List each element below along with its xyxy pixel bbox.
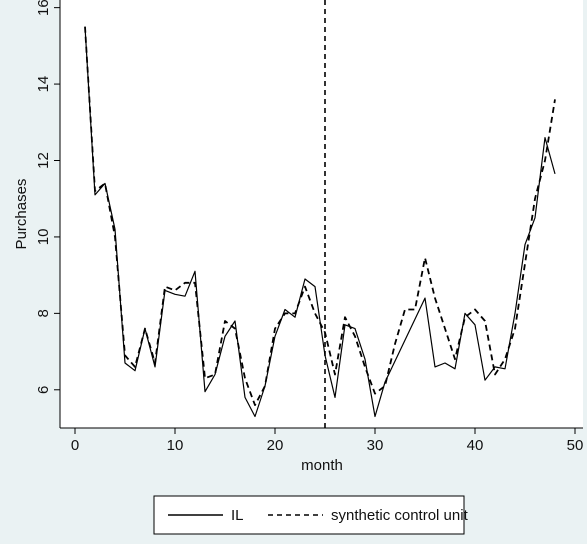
y-tick-label: 10: [35, 229, 52, 246]
legend: IL synthetic control unit: [153, 495, 469, 535]
y-ticks: 6 8 10 12 14 16: [35, 0, 60, 394]
x-tick-label: 20: [267, 437, 284, 454]
x-tick-label: 40: [467, 437, 484, 454]
x-tick-label: 0: [71, 437, 79, 454]
series-layer: [84, 26, 556, 418]
y-tick-label: 12: [35, 152, 52, 169]
series-line-synthetic-control: [84, 26, 556, 406]
plot-area: [60, 0, 583, 428]
x-ticks: 0 10 20 30 40 50: [71, 428, 584, 454]
y-tick-label: 16: [35, 0, 52, 16]
y-tick-label: 8: [35, 309, 52, 317]
y-tick-label: 6: [35, 386, 52, 394]
x-axis-title: month: [301, 457, 343, 474]
y-axis-title: Purchases: [13, 179, 30, 250]
x-tick-label: 30: [367, 437, 384, 454]
y-tick-label: 14: [35, 76, 52, 93]
x-tick-label: 50: [567, 437, 584, 454]
legend-label-il: IL: [231, 507, 244, 524]
legend-label-synthetic: synthetic control unit: [331, 507, 469, 524]
x-tick-label: 10: [167, 437, 184, 454]
